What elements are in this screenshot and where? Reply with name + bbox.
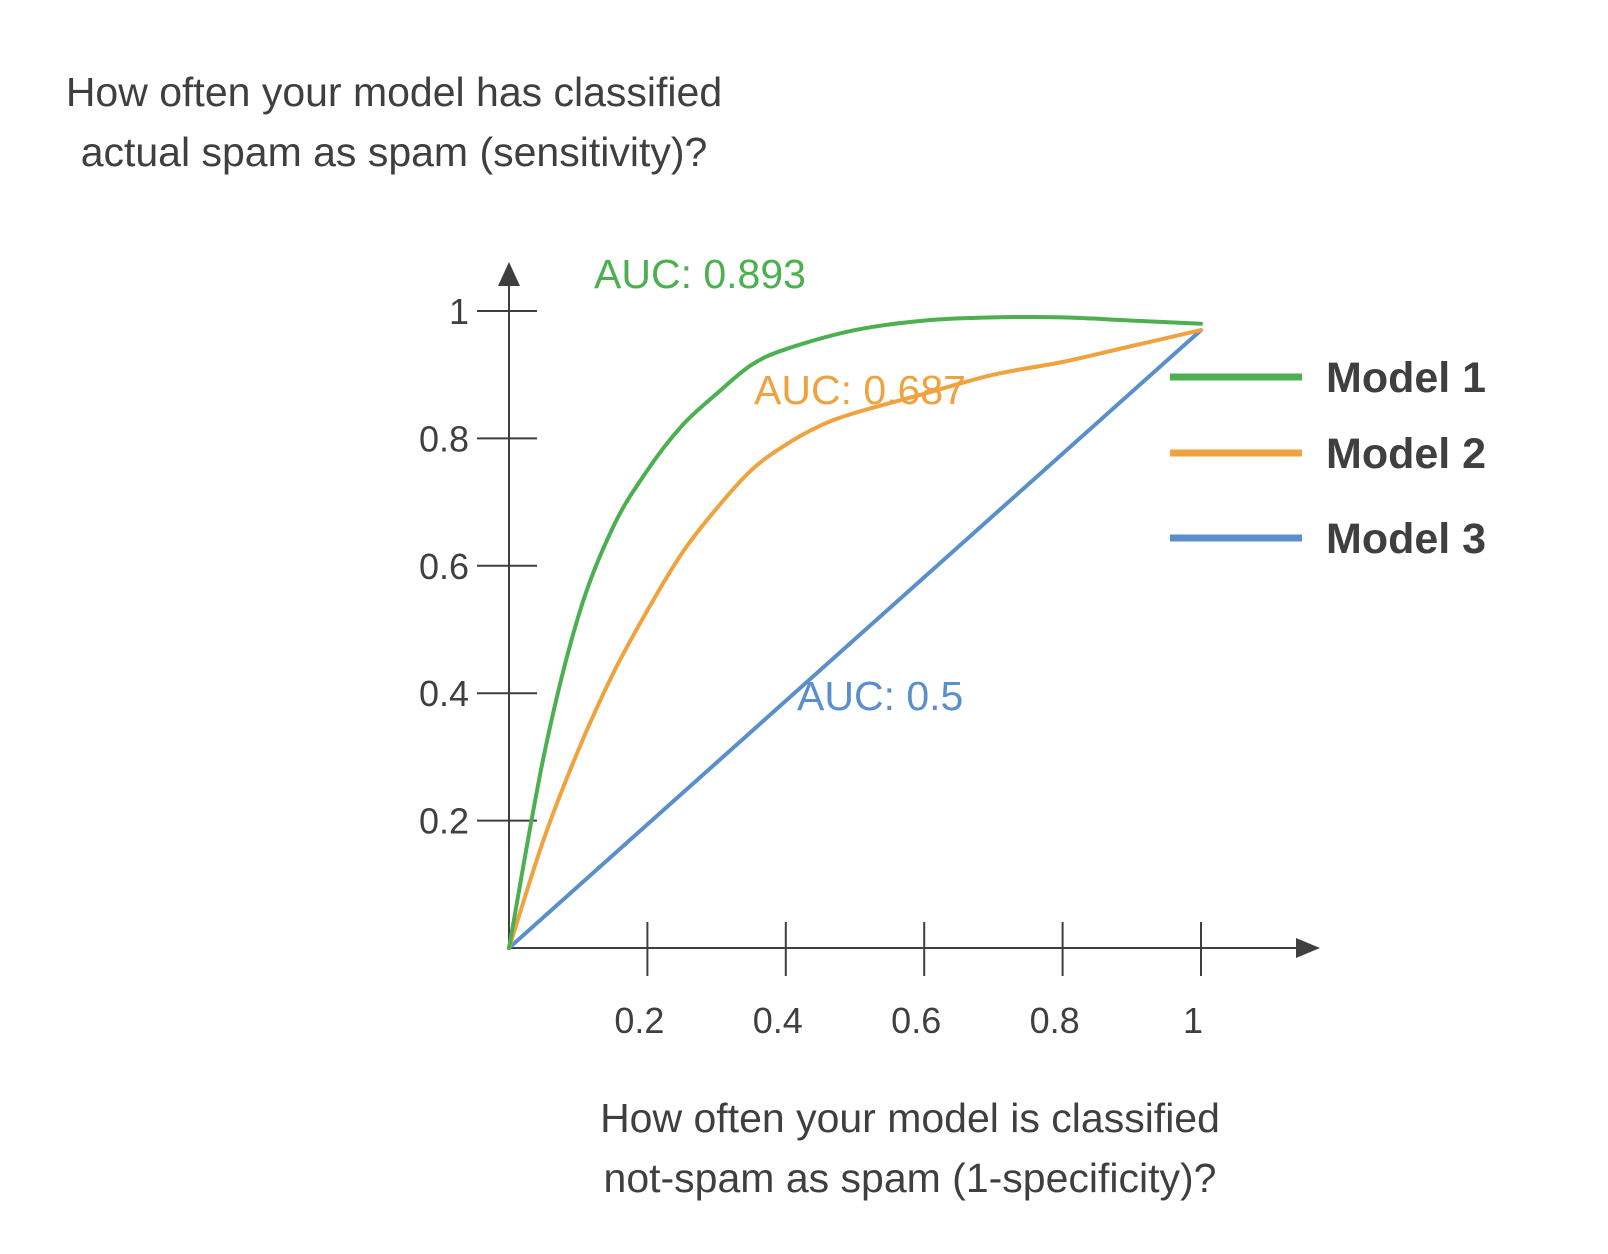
x-axis-arrow-icon: [1296, 938, 1320, 958]
axes: [498, 262, 1320, 958]
y-axis-label-line-1: How often your model has classified: [65, 69, 723, 115]
legend-label-model-3: Model 3: [1326, 515, 1486, 563]
y-tick-label: 0.2: [419, 801, 469, 842]
y-tick-label: 1: [449, 291, 469, 332]
y-tick-label: 0.8: [419, 418, 469, 459]
series-line-model-2: [507, 328, 1203, 950]
series-line-model-1: [507, 314, 1203, 950]
ticks: 0.2 0.4 0.6 0.8 1 0.2 0.4 0.6 0.8 1: [419, 291, 1203, 1041]
auc-labels: AUC: 0.893 AUC: 0.687 AUC: 0.5: [594, 251, 966, 719]
x-axis-label-line-2: not-spam as spam (1-specificity)?: [603, 1155, 1217, 1201]
x-tick-label: 0.2: [614, 1000, 664, 1041]
series-line-model-3: [507, 328, 1203, 950]
y-axis-arrow-icon: [498, 262, 520, 286]
x-axis-label: How often your model is classified not-s…: [560, 1088, 1260, 1208]
x-tick-label: 0.8: [1030, 1000, 1080, 1041]
x-tick-label: 1: [1183, 1000, 1203, 1041]
y-tick-label: 0.6: [419, 546, 469, 587]
y-tick-label: 0.4: [419, 673, 469, 714]
auc-label-model-2: AUC: 0.687: [754, 367, 966, 413]
legend-label-model-2: Model 2: [1326, 430, 1486, 478]
auc-label-model-3: AUC: 0.5: [797, 673, 963, 719]
series-lines: [507, 314, 1203, 950]
x-axis-label-line-1: How often your model is classified: [600, 1095, 1220, 1141]
auc-label-model-1: AUC: 0.893: [594, 251, 806, 297]
x-tick-label: 0.4: [753, 1000, 803, 1041]
y-axis-label-line-2: actual spam as spam (sensitivity)?: [80, 129, 708, 175]
legend-label-model-1: Model 1: [1326, 354, 1486, 402]
x-tick-label: 0.6: [891, 1000, 941, 1041]
y-axis-label: How often your model has classified actu…: [14, 62, 774, 182]
legend: Model 1 Model 2 Model 3: [1170, 354, 1486, 563]
